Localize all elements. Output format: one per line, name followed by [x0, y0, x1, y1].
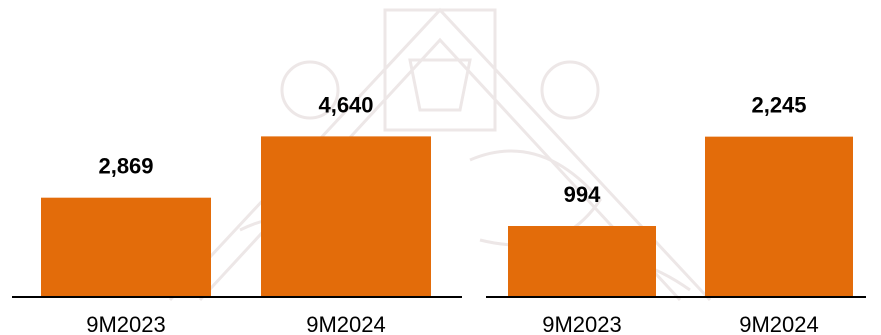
x-tick-label: 9M2024 [739, 312, 819, 335]
bar-9m2024 [261, 136, 431, 297]
bar-9m2024 [705, 136, 853, 297]
x-tick-label: 9M2023 [542, 312, 622, 335]
x-tick-label: 9M2024 [306, 312, 386, 335]
data-label: 2,245 [751, 93, 806, 118]
bar-9m2023 [41, 197, 211, 297]
x-tick-label: 9M2023 [86, 312, 166, 335]
data-label: 994 [564, 182, 601, 207]
chart-left: 2,869 9M2023 4,640 9M2024 [12, 92, 462, 335]
data-label: 2,869 [98, 154, 153, 179]
data-label: 4,640 [318, 92, 373, 117]
bar-9m2023 [508, 226, 656, 297]
chart-right: 994 9M2023 2,245 9M2024 [486, 93, 866, 335]
